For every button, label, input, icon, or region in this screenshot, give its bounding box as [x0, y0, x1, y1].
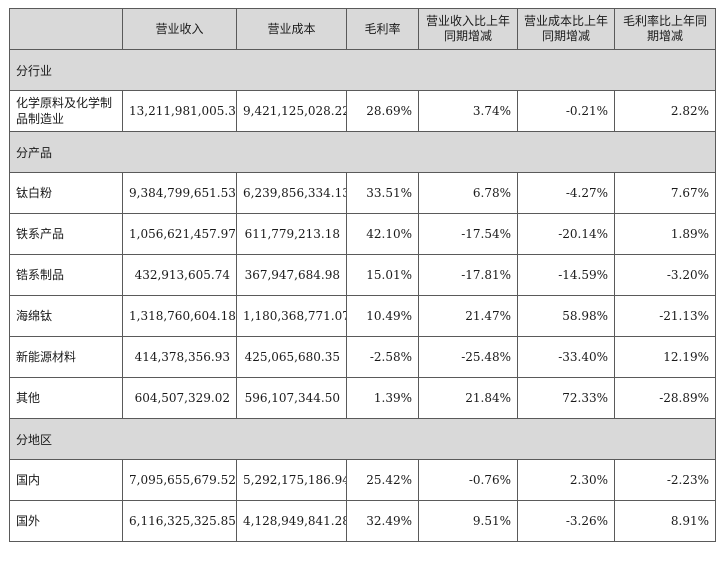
revenue-yoy-cell: -0.76%: [418, 459, 518, 501]
section-header-row: 分行业: [9, 49, 716, 91]
header-cost: 营业成本: [236, 8, 347, 50]
header-cost-yoy: 营业成本比上年同期增减: [517, 8, 615, 50]
cost-yoy-cell: 58.98%: [517, 295, 615, 337]
margin-yoy-cell: -28.89%: [614, 377, 716, 419]
margin-yoy-cell: -2.23%: [614, 459, 716, 501]
revenue-cell: 9,384,799,651.53: [122, 172, 237, 214]
row-label: 化学原料及化学制品制造业: [9, 90, 123, 132]
section-title: 分产品: [9, 131, 716, 173]
cost-cell: 6,239,856,334.13: [236, 172, 347, 214]
gross-margin-cell: 42.10%: [346, 213, 419, 255]
row-label: 钛白粉: [9, 172, 123, 214]
revenue-cell: 6,116,325,325.85: [122, 500, 237, 542]
table-row: 国内 7,095,655,679.52 5,292,175,186.94 25.42%…: [9, 459, 716, 501]
financial-breakdown-table: 营业收入 营业成本 毛利率 营业收入比上年同期增减 营业成本比上年同期增减 毛利…: [9, 8, 716, 542]
gross-margin-cell: 33.51%: [346, 172, 419, 214]
cost-yoy-cell: -20.14%: [517, 213, 615, 255]
section-title: 分地区: [9, 418, 716, 460]
row-label: 锆系制品: [9, 254, 123, 296]
cost-yoy-cell: -14.59%: [517, 254, 615, 296]
cost-cell: 1,180,368,771.07: [236, 295, 347, 337]
gross-margin-cell: 25.42%: [346, 459, 419, 501]
revenue-yoy-cell: -25.48%: [418, 336, 518, 378]
margin-yoy-cell: 1.89%: [614, 213, 716, 255]
gross-margin-cell: -2.58%: [346, 336, 419, 378]
table-body: 分行业 化学原料及化学制品制造业 13,211,981,005.37 9,421,12…: [9, 49, 716, 542]
row-label: 新能源材料: [9, 336, 123, 378]
table-row: 新能源材料 414,378,356.93 425,065,680.35 -2.58% -…: [9, 336, 716, 378]
revenue-yoy-cell: 21.84%: [418, 377, 518, 419]
row-label: 铁系产品: [9, 213, 123, 255]
table-row: 化学原料及化学制品制造业 13,211,981,005.37 9,421,125,0…: [9, 90, 716, 132]
revenue-yoy-cell: 9.51%: [418, 500, 518, 542]
margin-yoy-cell: -3.20%: [614, 254, 716, 296]
cost-cell: 4,128,949,841.28: [236, 500, 347, 542]
row-label: 国外: [9, 500, 123, 542]
cost-cell: 611,779,213.18: [236, 213, 347, 255]
header-blank-cell: [9, 8, 123, 50]
cost-yoy-cell: -0.21%: [517, 90, 615, 132]
header-revenue: 营业收入: [122, 8, 237, 50]
header-gross-margin: 毛利率: [346, 8, 419, 50]
table-row: 海绵钛 1,318,760,604.18 1,180,368,771.07 10.49…: [9, 295, 716, 337]
gross-margin-cell: 1.39%: [346, 377, 419, 419]
cost-cell: 425,065,680.35: [236, 336, 347, 378]
section-header-row: 分地区: [9, 418, 716, 460]
row-label: 其他: [9, 377, 123, 419]
gross-margin-cell: 32.49%: [346, 500, 419, 542]
table-row: 锆系制品 432,913,605.74 367,947,684.98 15.01% -1…: [9, 254, 716, 296]
table-row: 国外 6,116,325,325.85 4,128,949,841.28 32.49%…: [9, 500, 716, 542]
cost-yoy-cell: 2.30%: [517, 459, 615, 501]
table-row: 钛白粉 9,384,799,651.53 6,239,856,334.13 33.51…: [9, 172, 716, 214]
cost-yoy-cell: 72.33%: [517, 377, 615, 419]
gross-margin-cell: 15.01%: [346, 254, 419, 296]
revenue-cell: 13,211,981,005.37: [122, 90, 237, 132]
cost-cell: 367,947,684.98: [236, 254, 347, 296]
gross-margin-cell: 10.49%: [346, 295, 419, 337]
margin-yoy-cell: 2.82%: [614, 90, 716, 132]
table-row: 铁系产品 1,056,621,457.97 611,779,213.18 42.10%…: [9, 213, 716, 255]
cost-cell: 9,421,125,028.22: [236, 90, 347, 132]
revenue-yoy-cell: -17.81%: [418, 254, 518, 296]
margin-yoy-cell: 12.19%: [614, 336, 716, 378]
cost-yoy-cell: -4.27%: [517, 172, 615, 214]
revenue-cell: 1,056,621,457.97: [122, 213, 237, 255]
revenue-cell: 432,913,605.74: [122, 254, 237, 296]
cost-yoy-cell: -3.26%: [517, 500, 615, 542]
revenue-yoy-cell: -17.54%: [418, 213, 518, 255]
margin-yoy-cell: 8.91%: [614, 500, 716, 542]
revenue-yoy-cell: 3.74%: [418, 90, 518, 132]
gross-margin-cell: 28.69%: [346, 90, 419, 132]
revenue-yoy-cell: 6.78%: [418, 172, 518, 214]
table-row: 其他 604,507,329.02 596,107,344.50 1.39% 21.84…: [9, 377, 716, 419]
header-revenue-yoy: 营业收入比上年同期增减: [418, 8, 518, 50]
revenue-cell: 414,378,356.93: [122, 336, 237, 378]
margin-yoy-cell: 7.67%: [614, 172, 716, 214]
section-header-row: 分产品: [9, 131, 716, 173]
revenue-cell: 1,318,760,604.18: [122, 295, 237, 337]
revenue-cell: 604,507,329.02: [122, 377, 237, 419]
cost-cell: 5,292,175,186.94: [236, 459, 347, 501]
revenue-cell: 7,095,655,679.52: [122, 459, 237, 501]
revenue-yoy-cell: 21.47%: [418, 295, 518, 337]
cost-yoy-cell: -33.40%: [517, 336, 615, 378]
row-label: 国内: [9, 459, 123, 501]
table-header-row: 营业收入 营业成本 毛利率 营业收入比上年同期增减 营业成本比上年同期增减 毛利…: [9, 8, 716, 50]
margin-yoy-cell: -21.13%: [614, 295, 716, 337]
section-title: 分行业: [9, 49, 716, 91]
row-label: 海绵钛: [9, 295, 123, 337]
cost-cell: 596,107,344.50: [236, 377, 347, 419]
header-margin-yoy: 毛利率比上年同期增减: [614, 8, 716, 50]
